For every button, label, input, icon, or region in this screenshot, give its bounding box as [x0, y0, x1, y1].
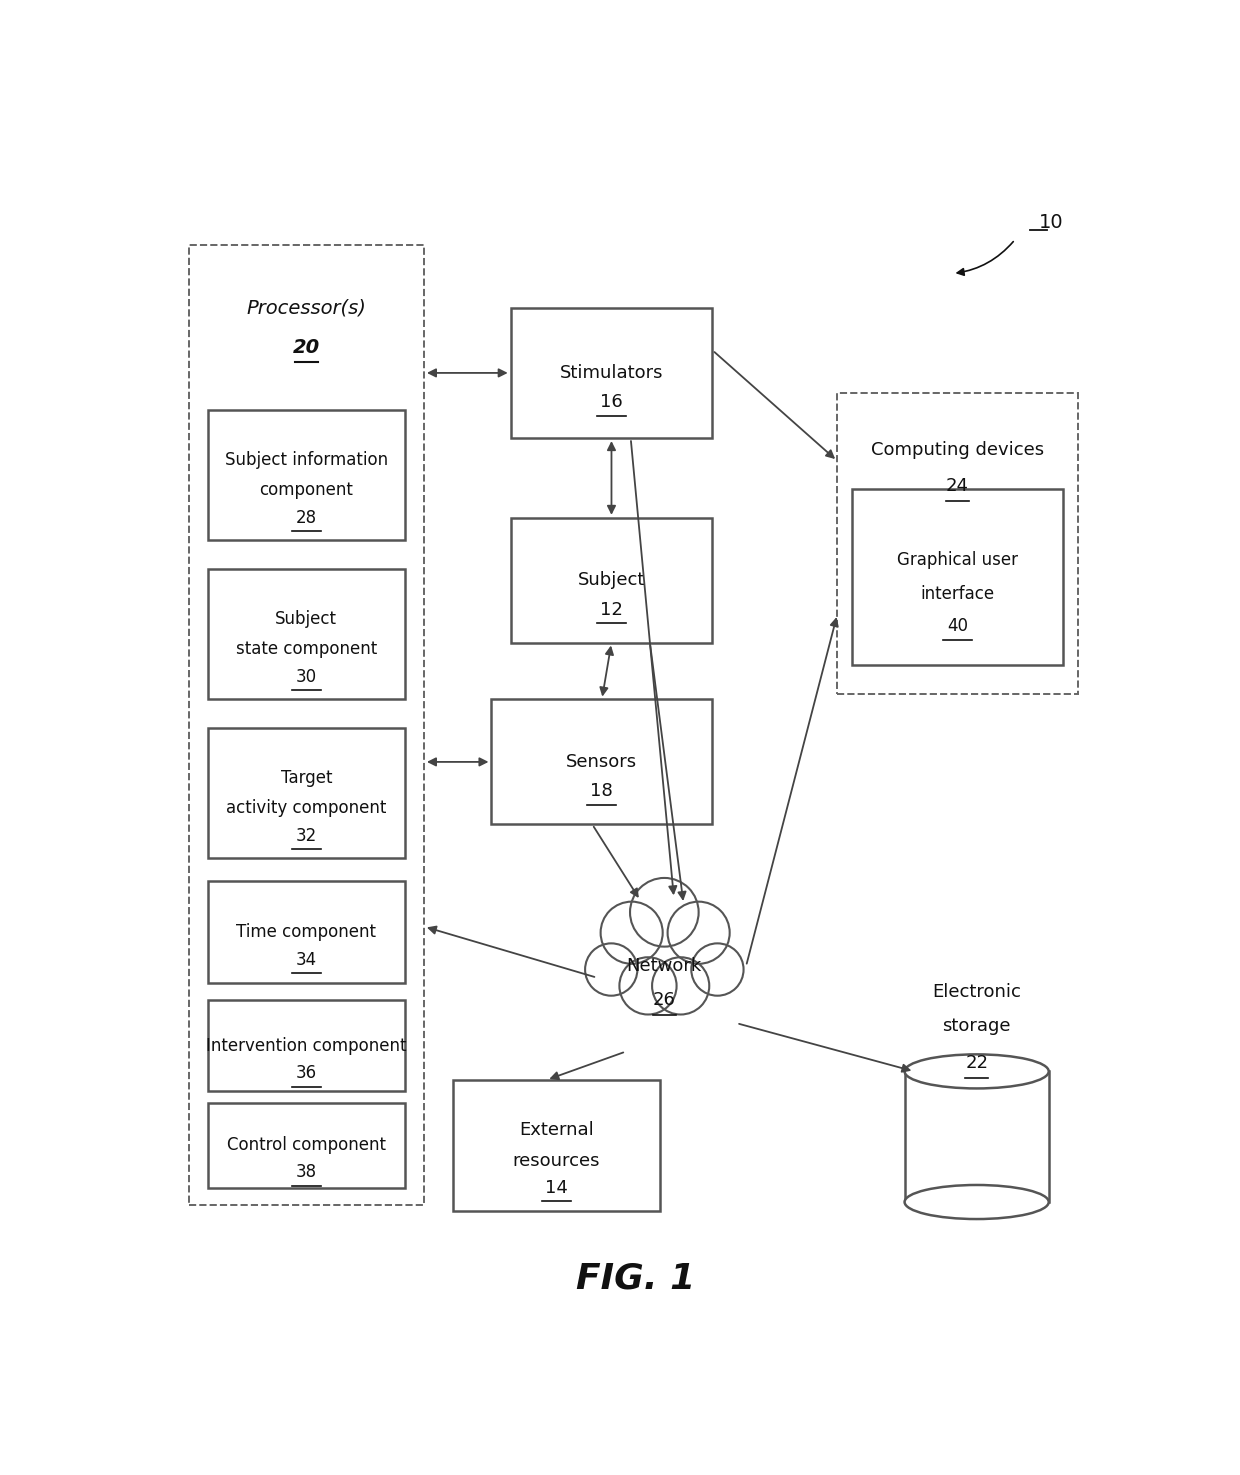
Ellipse shape: [904, 1055, 1049, 1089]
Text: Graphical user: Graphical user: [897, 552, 1018, 569]
Bar: [905, 1071, 1049, 1202]
Text: state component: state component: [236, 640, 377, 658]
Ellipse shape: [630, 878, 698, 947]
Bar: [852, 490, 1063, 665]
Text: Time component: Time component: [237, 923, 377, 941]
Text: 40: 40: [947, 617, 968, 636]
Text: activity component: activity component: [226, 799, 387, 817]
Bar: [511, 518, 712, 643]
Text: 18: 18: [590, 782, 614, 801]
Text: Processor(s): Processor(s): [247, 298, 366, 317]
Bar: [511, 308, 712, 438]
Bar: [188, 245, 424, 1205]
Bar: [208, 727, 404, 858]
Text: 36: 36: [296, 1063, 317, 1083]
Text: 30: 30: [296, 668, 317, 686]
Text: Subject: Subject: [578, 571, 645, 589]
Text: 16: 16: [600, 394, 622, 412]
Text: 20: 20: [293, 338, 320, 357]
Bar: [208, 410, 404, 540]
Text: resources: resources: [512, 1152, 600, 1170]
Text: Subject: Subject: [275, 609, 337, 628]
Text: 26: 26: [653, 991, 676, 1009]
Text: 24: 24: [946, 476, 968, 496]
Ellipse shape: [667, 901, 729, 963]
Text: 22: 22: [965, 1055, 988, 1072]
Ellipse shape: [904, 1184, 1049, 1218]
Bar: [208, 1000, 404, 1092]
Ellipse shape: [652, 957, 709, 1015]
Text: FIG. 1: FIG. 1: [575, 1261, 696, 1295]
Ellipse shape: [585, 944, 637, 996]
Text: Sensors: Sensors: [567, 752, 637, 771]
Bar: [491, 699, 712, 825]
Ellipse shape: [620, 957, 677, 1015]
Text: Computing devices: Computing devices: [870, 441, 1044, 459]
Text: 34: 34: [296, 950, 317, 969]
Ellipse shape: [600, 901, 662, 963]
Text: 14: 14: [544, 1179, 568, 1196]
Ellipse shape: [603, 979, 725, 1021]
Bar: [208, 1103, 404, 1187]
FancyArrowPatch shape: [957, 242, 1013, 276]
Text: interface: interface: [920, 586, 994, 603]
Text: 10: 10: [1039, 212, 1064, 232]
Text: component: component: [259, 481, 353, 500]
Text: Subject information: Subject information: [224, 451, 388, 469]
Text: Target: Target: [280, 768, 332, 786]
Ellipse shape: [691, 944, 744, 996]
Bar: [208, 569, 404, 699]
Text: 38: 38: [296, 1164, 317, 1181]
Text: 32: 32: [295, 826, 317, 845]
Text: Intervention component: Intervention component: [206, 1037, 407, 1055]
Text: storage: storage: [942, 1016, 1011, 1035]
Text: External: External: [518, 1121, 594, 1139]
Text: Electronic: Electronic: [932, 982, 1021, 1002]
Text: 28: 28: [296, 509, 317, 527]
Text: Control component: Control component: [227, 1136, 386, 1155]
Text: 12: 12: [600, 600, 622, 618]
Bar: [837, 392, 1078, 693]
Bar: [208, 881, 404, 984]
Text: Network: Network: [626, 957, 702, 975]
Bar: [453, 1080, 660, 1211]
Text: Stimulators: Stimulators: [559, 364, 663, 382]
